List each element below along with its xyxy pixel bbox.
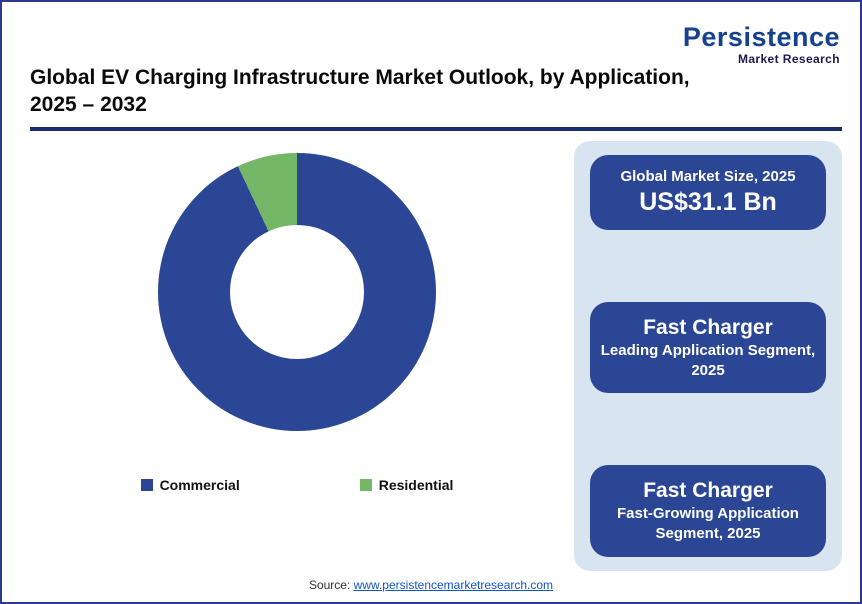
legend-item-residential: Residential [359,476,454,493]
leading-segment-label: Leading Application Segment, 2025 [600,341,816,380]
legend-swatch-commercial [140,478,153,491]
page-title-line2: 2025 – 2032 [30,93,147,117]
donut-hole [230,224,364,359]
source-line: Source: www.persistencemarketresearch.co… [2,578,860,592]
page-title: Global EV Charging Infrastructure Market… [30,64,740,119]
content-row: Commercial Residential Global Market Siz… [20,140,842,571]
source-link[interactable]: www.persistencemarketresearch.com [353,578,554,592]
fast-growing-segment-label: Fast-Growing Application Segment, 2025 [617,505,799,543]
legend-item-commercial: Commercial [140,476,240,493]
market-size-label: Global Market Size, 2025 [620,167,796,185]
market-size-value: US$31.1 Bn [639,187,777,216]
title-underline [30,126,842,131]
logo-subtitle: Market Research [737,52,840,66]
chart-legend: Commercial Residential [140,476,454,493]
highlights-panel: Global Market Size, 2025 US$31.1 Bn Fast… [574,140,842,571]
chart-area: Commercial Residential [20,141,574,571]
fast-growing-segment-name: Fast Charger [643,478,773,502]
legend-swatch-residential [359,478,372,491]
leading-segment-name: Fast Charger [643,315,773,339]
pmr-logo: Persistence Market Research [682,22,840,66]
source-label: Source: [308,578,351,592]
legend-label-commercial: Commercial [159,476,240,493]
page-title-line1: Global EV Charging Infrastructure Market… [30,66,690,89]
market-size-box: Global Market Size, 2025 US$31.1 Bn [590,154,826,231]
fast-growing-segment-box: Fast Charger Fast-Growing Application Se… [590,464,826,557]
logo-wordmark: Persistence [682,22,840,52]
donut-chart [158,152,436,431]
leading-segment-box: Fast Charger Leading Application Segment… [590,301,826,394]
legend-label-residential: Residential [378,476,454,493]
